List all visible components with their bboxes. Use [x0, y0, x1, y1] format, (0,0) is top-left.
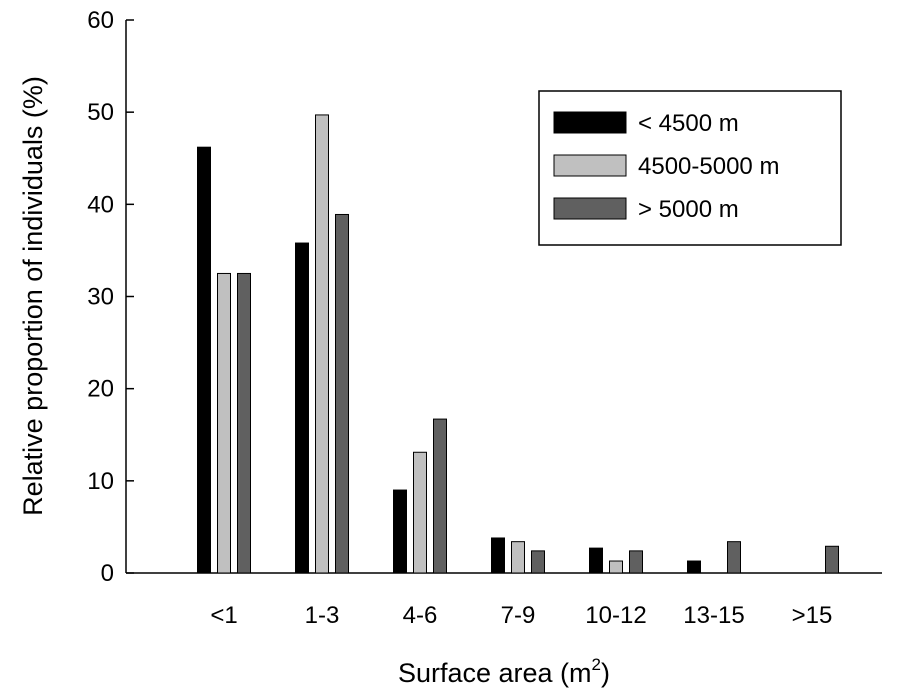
y-tick-label: 40 — [87, 191, 114, 218]
x-tick-label: 7-9 — [501, 602, 536, 629]
bar — [531, 550, 545, 574]
x-tick-label: >15 — [792, 602, 833, 629]
bar — [413, 451, 427, 574]
bar — [727, 541, 741, 574]
y-tick-label: 20 — [87, 376, 114, 403]
bar — [315, 114, 329, 574]
y-tick-label: 60 — [87, 7, 114, 34]
y-axis-title: Relative proportion of individuals (%) — [18, 76, 48, 516]
y-tick-label: 0 — [101, 560, 114, 587]
bar — [217, 272, 231, 574]
legend-label: 4500-5000 m — [638, 153, 779, 180]
bar — [335, 213, 349, 574]
legend-swatch — [553, 197, 627, 220]
bar — [687, 560, 701, 574]
x-ticks: <1 1-3 4-6 7-9 10-12 13-15 >15 — [210, 602, 832, 629]
x-tick-label: 10-12 — [585, 602, 646, 629]
bar — [237, 272, 251, 574]
legend-swatch — [553, 111, 627, 134]
bar — [393, 489, 407, 574]
y-ticks: 0 10 20 30 40 50 60 — [87, 7, 134, 587]
x-tick-label: 13-15 — [683, 602, 744, 629]
x-axis-title-close: ) — [601, 658, 610, 688]
y-tick-label: 50 — [87, 99, 114, 126]
x-axis-title-main: Surface area (m — [398, 658, 592, 688]
y-tick-label: 30 — [87, 284, 114, 311]
bar — [433, 418, 447, 574]
x-axis-title-superscript: 2 — [592, 655, 601, 674]
y-tick-label: 10 — [87, 468, 114, 495]
bar — [511, 541, 525, 574]
bar — [825, 545, 839, 574]
x-tick-label: 1-3 — [305, 602, 340, 629]
bar — [491, 537, 505, 574]
bar — [295, 242, 309, 574]
legend-swatch — [553, 154, 627, 177]
bar — [197, 146, 211, 574]
x-axis-title: Surface area (m2) — [398, 655, 610, 688]
legend-label: < 4500 m — [638, 110, 739, 137]
bars — [197, 114, 839, 574]
bar — [589, 547, 603, 574]
bar — [629, 550, 643, 574]
legend-label: > 5000 m — [638, 196, 739, 223]
bar — [609, 560, 623, 574]
legend: < 4500 m 4500-5000 m > 5000 m — [538, 90, 842, 246]
x-tick-label: 4-6 — [403, 602, 438, 629]
x-tick-label: <1 — [210, 602, 237, 629]
